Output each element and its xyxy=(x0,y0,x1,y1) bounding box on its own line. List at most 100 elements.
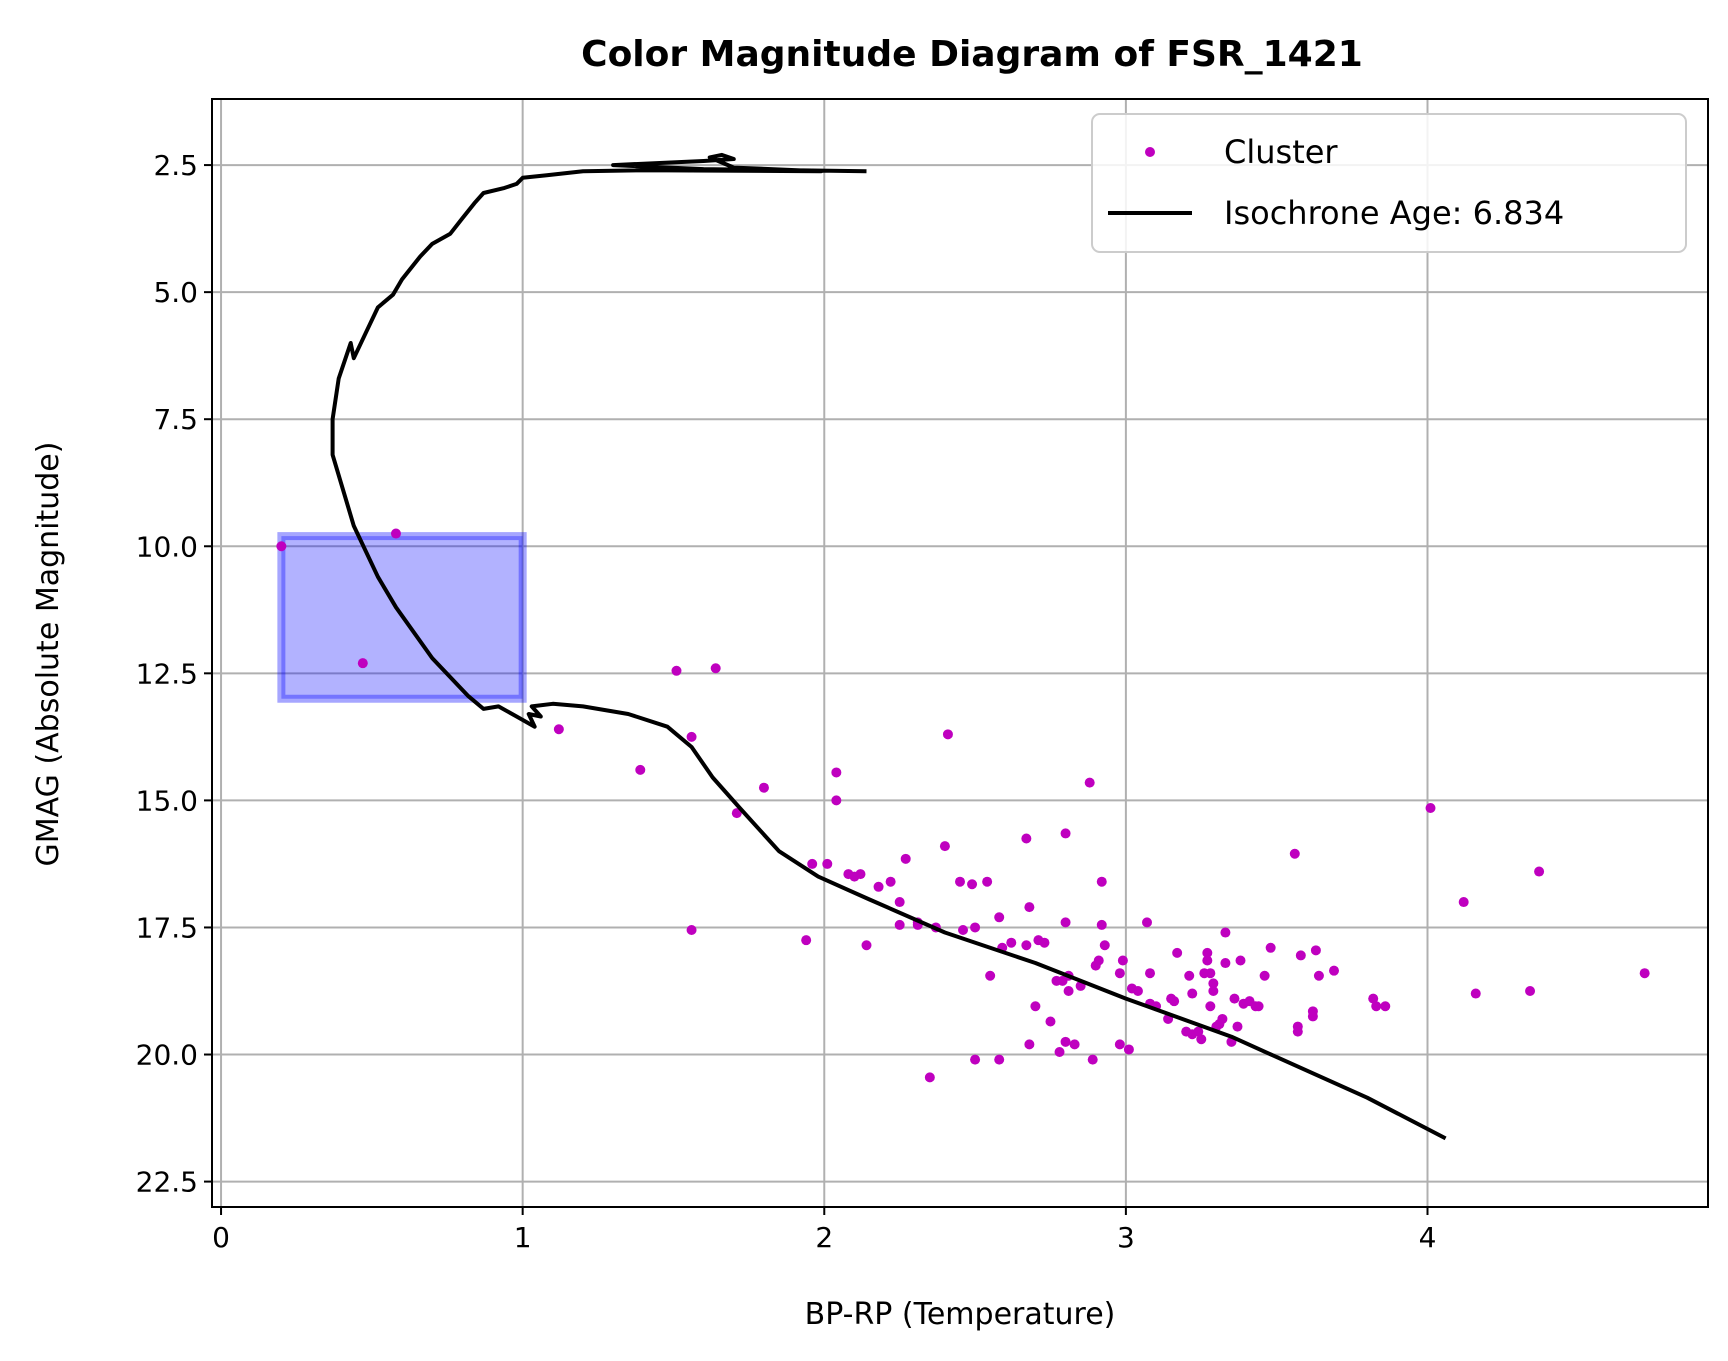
cluster-point xyxy=(1253,1001,1264,1012)
cluster-point xyxy=(1087,1054,1098,1065)
x-tick-label: 0 xyxy=(212,1221,230,1254)
cluster-point xyxy=(1202,955,1213,966)
cluster-point xyxy=(686,731,697,742)
cluster-point xyxy=(1229,993,1240,1004)
plot-frame xyxy=(211,98,1709,1208)
cluster-point xyxy=(873,881,884,892)
y-axis-ticks: 2.5 5.0 7.5 10.0 12.5 15.0 17.5 20.0 22.5 xyxy=(136,149,212,1199)
cluster-point xyxy=(1114,968,1125,979)
y-tick-label: 5.0 xyxy=(153,276,198,309)
cluster-point xyxy=(1060,1036,1071,1047)
cluster-point xyxy=(970,922,981,933)
cluster-point xyxy=(710,663,721,674)
cluster-point xyxy=(831,795,842,806)
y-tick-label: 15.0 xyxy=(136,784,198,817)
cluster-point xyxy=(1039,937,1050,948)
cluster-point xyxy=(985,970,996,981)
cluster-point xyxy=(939,841,950,852)
legend: Cluster Isochrone Age: 6.834 xyxy=(1091,113,1687,253)
cluster-point xyxy=(1099,940,1110,951)
cluster-point xyxy=(1208,985,1219,996)
legend-box xyxy=(1091,113,1687,253)
cluster-point xyxy=(1054,1046,1065,1057)
cluster-point xyxy=(1232,1021,1243,1032)
cluster-point xyxy=(1265,942,1276,953)
cluster-point xyxy=(831,767,842,778)
cluster-point xyxy=(1145,968,1156,979)
cluster-point xyxy=(1425,803,1436,814)
cluster-point xyxy=(1193,1026,1204,1037)
cluster-point xyxy=(1220,927,1231,938)
cluster-point xyxy=(1084,777,1095,788)
cluster-point xyxy=(861,940,872,951)
cluster-point xyxy=(1063,985,1074,996)
cluster-point xyxy=(1096,876,1107,887)
x-axis-ticks: 0 1 2 3 4 xyxy=(212,1207,1436,1254)
y-tick-label: 20.0 xyxy=(136,1039,198,1072)
legend-isochrone-label: Isochrone Age: 6.834 xyxy=(1224,194,1564,232)
cluster-point xyxy=(357,658,368,669)
cluster-point xyxy=(553,724,564,735)
cluster-point xyxy=(1470,988,1481,999)
y-tick-label: 22.5 xyxy=(136,1166,198,1199)
cluster-point xyxy=(1114,1039,1125,1050)
y-tick-label: 17.5 xyxy=(136,911,198,944)
cluster-point xyxy=(855,869,866,880)
x-tick-label: 1 xyxy=(514,1221,532,1254)
cluster-point xyxy=(822,858,833,869)
y-axis-label: GMAG (Absolute Magnitude) xyxy=(31,442,66,867)
highlight-box xyxy=(277,532,527,703)
isochrone-line xyxy=(330,152,1447,1141)
cluster-point xyxy=(1235,955,1246,966)
cluster-point xyxy=(1096,919,1107,930)
cluster-point xyxy=(1639,968,1650,979)
cluster-point xyxy=(1117,955,1128,966)
cluster-point xyxy=(1123,1044,1134,1055)
cluster-point xyxy=(994,912,1005,923)
cluster-point xyxy=(924,1072,935,1083)
cluster-point xyxy=(1196,1034,1207,1045)
cluster-point xyxy=(1329,965,1339,976)
cluster-point xyxy=(1525,985,1536,996)
cluster-point xyxy=(1220,958,1231,969)
cluster-point xyxy=(894,897,905,908)
cluster-point xyxy=(1202,947,1213,958)
cluster-point xyxy=(807,858,818,869)
cluster-point xyxy=(635,764,646,775)
cluster-point xyxy=(885,876,896,887)
cluster-point xyxy=(1217,1013,1228,1024)
cluster-point xyxy=(1313,970,1324,981)
y-tick-label: 12.5 xyxy=(136,657,198,690)
cluster-point xyxy=(1132,985,1143,996)
x-tick-label: 3 xyxy=(1117,1221,1135,1254)
cluster-point xyxy=(390,528,401,539)
cluster-point xyxy=(970,1054,981,1065)
x-tick-label: 2 xyxy=(815,1221,833,1254)
cluster-point xyxy=(801,935,812,946)
grid-lines xyxy=(212,99,1708,1207)
legend-cluster-marker xyxy=(1145,147,1155,157)
cluster-point xyxy=(1060,828,1071,839)
cluster-point xyxy=(1458,897,1469,908)
cluster-point xyxy=(955,876,965,887)
y-tick-label: 2.5 xyxy=(153,149,198,182)
cluster-point xyxy=(1259,970,1270,981)
cluster-point xyxy=(1380,1001,1391,1012)
legend-cluster-label: Cluster xyxy=(1224,133,1338,171)
cluster-point xyxy=(1534,866,1545,877)
cluster-point xyxy=(276,541,287,552)
cluster-point xyxy=(967,879,978,890)
cluster-point xyxy=(1060,917,1071,928)
cluster-point xyxy=(994,1054,1005,1065)
cluster-point xyxy=(1187,988,1198,999)
cluster-point xyxy=(942,729,953,740)
cluster-point xyxy=(1024,902,1035,913)
x-axis-label: BP-RP (Temperature) xyxy=(805,1297,1116,1332)
cluster-point xyxy=(1006,937,1017,948)
cluster-point xyxy=(1368,993,1379,1004)
cluster-point xyxy=(1093,955,1104,966)
plot-area xyxy=(276,152,1650,1141)
x-tick-label: 4 xyxy=(1419,1221,1437,1254)
chart-title: Color Magnitude Diagram of FSR_1421 xyxy=(581,34,1363,75)
